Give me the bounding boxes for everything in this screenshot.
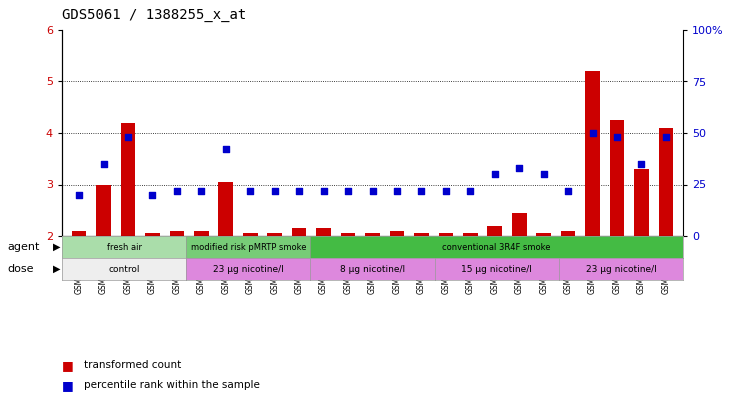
- Point: [244, 187, 256, 194]
- Bar: [341, 233, 356, 236]
- Point: [440, 187, 452, 194]
- Point: [269, 187, 280, 194]
- Point: [73, 192, 85, 198]
- Bar: [194, 231, 209, 236]
- Bar: [463, 233, 477, 236]
- Bar: [96, 184, 111, 236]
- Point: [489, 171, 500, 177]
- Bar: [121, 123, 135, 236]
- Point: [220, 146, 232, 152]
- Bar: [72, 231, 86, 236]
- Bar: [243, 233, 258, 236]
- Point: [562, 187, 574, 194]
- Bar: [512, 213, 526, 236]
- Point: [147, 192, 159, 198]
- Bar: [170, 231, 184, 236]
- Text: fresh air: fresh air: [106, 242, 142, 252]
- Text: dose: dose: [7, 264, 34, 274]
- Text: transformed count: transformed count: [84, 360, 182, 371]
- Point: [660, 134, 672, 140]
- Text: modified risk pMRTP smoke: modified risk pMRTP smoke: [190, 242, 306, 252]
- Bar: [585, 71, 600, 236]
- Point: [317, 187, 329, 194]
- Text: ■: ■: [62, 359, 74, 372]
- Point: [538, 171, 550, 177]
- Text: GDS5061 / 1388255_x_at: GDS5061 / 1388255_x_at: [62, 7, 246, 22]
- Bar: [365, 233, 380, 236]
- Point: [196, 187, 207, 194]
- Bar: [414, 233, 429, 236]
- Point: [514, 165, 525, 171]
- Bar: [145, 233, 160, 236]
- Text: 8 μg nicotine/l: 8 μg nicotine/l: [340, 264, 405, 274]
- Bar: [487, 226, 502, 236]
- Point: [171, 187, 183, 194]
- Bar: [658, 128, 673, 236]
- Bar: [267, 233, 282, 236]
- Bar: [634, 169, 649, 236]
- Bar: [292, 228, 306, 236]
- Point: [367, 187, 379, 194]
- Text: ▶: ▶: [53, 242, 61, 252]
- Bar: [438, 233, 453, 236]
- Bar: [537, 233, 551, 236]
- Bar: [561, 231, 576, 236]
- Text: conventional 3R4F smoke: conventional 3R4F smoke: [443, 242, 551, 252]
- Text: percentile rank within the sample: percentile rank within the sample: [84, 380, 260, 390]
- Text: 23 μg nicotine/l: 23 μg nicotine/l: [585, 264, 656, 274]
- Text: 23 μg nicotine/l: 23 μg nicotine/l: [213, 264, 283, 274]
- Bar: [218, 182, 233, 236]
- Text: control: control: [108, 264, 139, 274]
- Point: [635, 161, 647, 167]
- Point: [293, 187, 305, 194]
- Bar: [317, 228, 331, 236]
- Text: 15 μg nicotine/l: 15 μg nicotine/l: [461, 264, 532, 274]
- Text: ■: ■: [62, 378, 74, 392]
- Point: [415, 187, 427, 194]
- Text: agent: agent: [7, 242, 40, 252]
- Point: [122, 134, 134, 140]
- Bar: [390, 231, 404, 236]
- Point: [611, 134, 623, 140]
- Point: [587, 130, 599, 136]
- Text: ▶: ▶: [53, 264, 61, 274]
- Point: [97, 161, 109, 167]
- Point: [464, 187, 476, 194]
- Bar: [610, 120, 624, 236]
- Point: [391, 187, 403, 194]
- Point: [342, 187, 354, 194]
